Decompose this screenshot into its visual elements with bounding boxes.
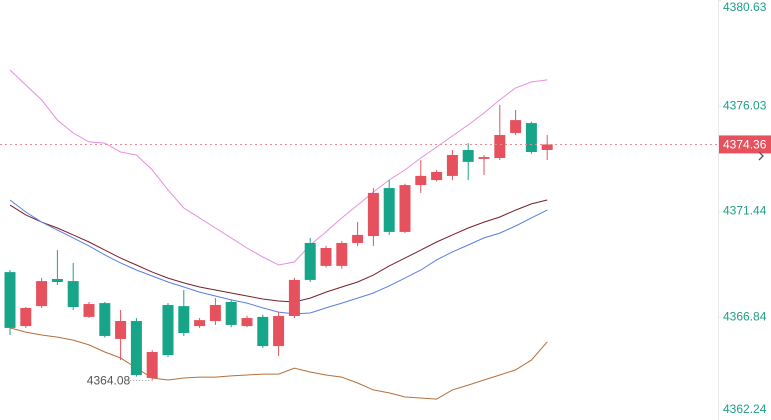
candle-body [288, 279, 300, 316]
candle-body [431, 171, 443, 181]
candle-body [162, 304, 174, 356]
candle-body [383, 188, 395, 232]
y-tick-label: 4380.63 [723, 0, 767, 14]
candle-body [4, 272, 16, 328]
candle-body [194, 320, 206, 327]
last-price-label: 4374.36 [723, 138, 767, 152]
candle-body [209, 304, 221, 322]
candle-body [320, 248, 332, 266]
candle-body [115, 321, 127, 339]
candle-body [273, 315, 285, 347]
candle-body [67, 281, 79, 308]
candle-body [525, 123, 537, 153]
indicator-line [9, 199, 548, 303]
candle-body [83, 304, 95, 317]
last-price-box [719, 135, 771, 154]
candle-body [51, 279, 63, 282]
candle-body [304, 242, 316, 280]
low-marker-label: 4364.08 [87, 374, 131, 388]
candle-body [130, 321, 142, 375]
y-tick-label: 4376.03 [723, 98, 767, 112]
y-tick-label: 4371.44 [723, 204, 767, 218]
candle-body [510, 120, 522, 133]
candle-body [257, 316, 269, 347]
candle-body [146, 352, 158, 378]
candle-body [20, 307, 32, 327]
candles [4, 104, 553, 381]
candle-body [225, 301, 237, 325]
candle-body [336, 242, 348, 266]
candle-body [494, 135, 506, 158]
candle-body [241, 318, 253, 327]
candle-body [478, 157, 490, 159]
candle-body [352, 234, 364, 243]
candle-body [36, 281, 48, 307]
expand-arrow[interactable] [758, 151, 764, 161]
candle-body [415, 175, 427, 186]
candle-body [541, 144, 553, 150]
candle-body [446, 155, 458, 176]
candle-body [367, 192, 379, 237]
indicator-line [9, 69, 548, 266]
y-tick-label: 4362.24 [723, 402, 767, 416]
candle-body [178, 306, 190, 333]
y-tick-label: 4366.84 [723, 309, 767, 323]
candle-body [462, 149, 474, 162]
indicator-line [9, 327, 548, 400]
candle-body [99, 303, 111, 336]
candle-body [399, 185, 411, 232]
